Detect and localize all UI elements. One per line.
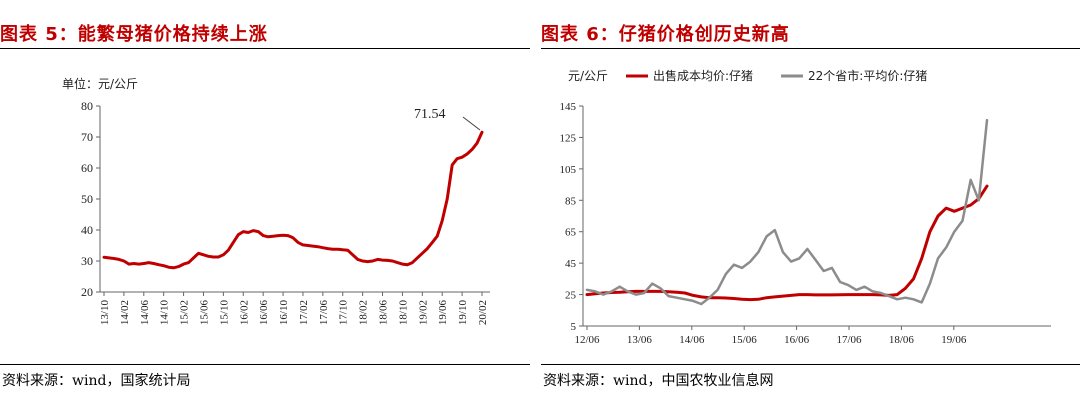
series-layer	[585, 118, 989, 306]
y-tick-label: 65	[565, 227, 577, 239]
axes: 5 25 45 65 85 105 125 145 12/06 13/06 14/06 15/06 16…	[560, 101, 1051, 346]
figure-5-panel: 图表 5：能繁母猪价格持续上涨 单位：元/公斤 20 30 40 50 60 70 80 13…	[0, 0, 530, 404]
x-tick-label: 15/06	[732, 334, 758, 346]
annotation-leader-line	[462, 116, 481, 131]
x-tick-label: 12/06	[574, 334, 600, 346]
x-tick-label: 16/10	[278, 300, 290, 326]
x-tick-label: 18/10	[397, 300, 409, 326]
x-tick-label: 15/02	[179, 300, 191, 325]
x-tick-label: 19/10	[457, 300, 469, 326]
y-tick-label: 45	[565, 258, 577, 270]
unit-label: 元/公斤	[568, 69, 608, 83]
source-note: 资料来源：wind，中国农牧业信息网	[543, 373, 774, 389]
series-layer	[102, 130, 484, 270]
figure-6-panel: 图表 6：仔猪价格创历史新高 元/公斤 出售成本均价:仔猪 22个省市:平均价:仔…	[541, 0, 1080, 404]
x-tick-label: 16/06	[258, 300, 270, 326]
x-tick-label: 16/06	[784, 334, 810, 346]
x-tick-label: 14/10	[159, 300, 171, 326]
market-price-line	[585, 118, 989, 306]
x-tick-label: 17/06	[318, 300, 330, 326]
sow-price-line	[102, 130, 484, 270]
figure-6-title: 图表 6：仔猪价格创历史新高	[541, 24, 790, 45]
x-tick-label: 18/06	[378, 300, 390, 326]
y-tick-label: 5	[571, 321, 577, 333]
y-tick-label: 70	[81, 130, 93, 144]
x-tick-label: 19/06	[437, 300, 449, 326]
cost-price-line	[585, 184, 989, 302]
legend-label: 22个省市:平均价:仔猪	[808, 68, 927, 83]
x-tick-label: 20/02	[477, 300, 489, 325]
x-tick-label: 16/02	[238, 300, 250, 325]
x-tick-label: 19/06	[941, 334, 967, 346]
annotation-label: 71.54	[414, 107, 446, 122]
y-tick-label: 50	[81, 192, 93, 206]
x-tick-label: 15/10	[218, 300, 230, 326]
piglet-price-chart: 元/公斤 出售成本均价:仔猪 22个省市:平均价:仔猪 5 25 45 65 85 105 1…	[560, 68, 1051, 346]
x-tick-label: 18/02	[358, 300, 370, 325]
figure-5-title: 图表 5：能繁母猪价格持续上涨	[0, 24, 268, 45]
y-tick-label: 145	[560, 101, 577, 113]
y-tick-label: 20	[81, 285, 93, 299]
x-tick-label: 13/06	[627, 334, 653, 346]
x-tick-label: 17/10	[338, 300, 350, 326]
top-rule	[0, 48, 530, 49]
top-rule	[541, 48, 1080, 49]
x-tick-label: 14/06	[679, 334, 705, 346]
x-tick-label: 18/06	[889, 334, 915, 346]
x-tick-label: 14/02	[119, 300, 131, 325]
x-tick-label: 14/06	[139, 300, 151, 326]
x-tick-label: 15/06	[198, 300, 210, 326]
sow-price-chart: 单位：元/公斤 20 30 40 50 60 70 80 13/10 14/02 14/06 14/…	[62, 76, 490, 325]
x-tick-label: 19/02	[417, 300, 429, 325]
y-tick-label: 40	[81, 223, 93, 237]
axes: 20 30 40 50 60 70 80 13/10 14/02 14/06 14/10 15/02 1…	[81, 99, 490, 325]
y-tick-label: 125	[560, 132, 577, 144]
legend: 出售成本均价:仔猪 22个省市:平均价:仔猪	[626, 68, 927, 83]
legend-label: 出售成本均价:仔猪	[653, 68, 753, 83]
y-tick-label: 80	[81, 99, 93, 113]
y-tick-label: 105	[560, 164, 577, 176]
unit-label: 单位：元/公斤	[62, 76, 138, 91]
source-note: 资料来源：wind，国家统计局	[2, 373, 191, 389]
y-tick-label: 60	[81, 161, 93, 175]
x-tick-label: 17/06	[836, 334, 862, 346]
x-tick-label: 13/10	[99, 300, 111, 326]
y-tick-label: 30	[81, 254, 93, 268]
y-tick-label: 25	[565, 290, 577, 302]
y-tick-label: 85	[565, 195, 577, 207]
x-tick-label: 17/02	[298, 300, 310, 325]
bottom-rule	[0, 364, 530, 365]
bottom-rule	[541, 364, 1080, 365]
